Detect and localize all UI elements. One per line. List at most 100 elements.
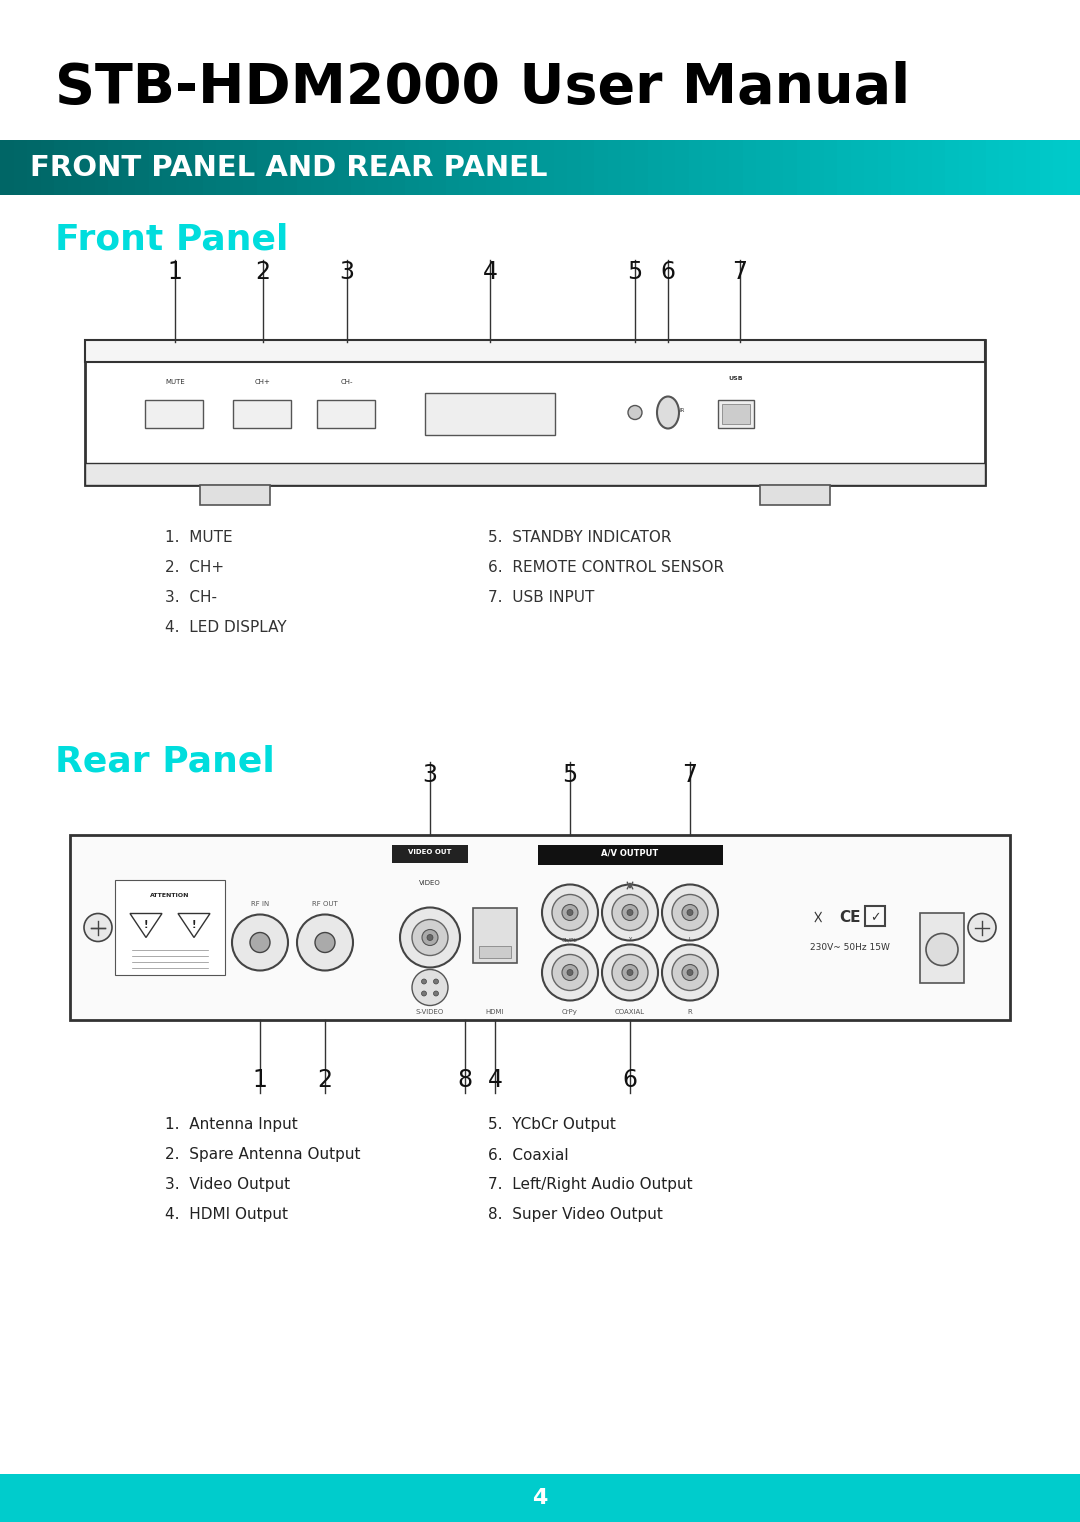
Text: 5: 5 <box>563 763 578 787</box>
Circle shape <box>297 915 353 971</box>
Bar <box>567 140 581 195</box>
Text: 7: 7 <box>683 763 698 787</box>
Bar <box>270 140 284 195</box>
Bar <box>67 140 82 195</box>
Circle shape <box>672 895 708 930</box>
Bar <box>114 880 225 976</box>
Bar <box>283 140 298 195</box>
Circle shape <box>433 991 438 995</box>
Bar <box>864 140 878 195</box>
Circle shape <box>612 895 648 930</box>
Text: 7.  USB INPUT: 7. USB INPUT <box>488 589 594 604</box>
Circle shape <box>612 954 648 991</box>
Bar <box>513 140 527 195</box>
Circle shape <box>84 913 112 942</box>
Bar <box>365 140 379 195</box>
Text: L: L <box>689 938 691 942</box>
Bar <box>661 140 676 195</box>
Text: 1: 1 <box>253 1068 268 1091</box>
Circle shape <box>542 884 598 941</box>
Bar <box>216 140 230 195</box>
Circle shape <box>567 970 573 976</box>
Bar <box>419 140 433 195</box>
Bar <box>392 845 468 863</box>
Text: VIDEO OUT: VIDEO OUT <box>408 849 451 855</box>
Text: 4: 4 <box>487 1068 502 1091</box>
Bar <box>769 140 784 195</box>
Bar <box>13 140 28 195</box>
Circle shape <box>552 895 588 930</box>
Circle shape <box>249 933 270 953</box>
Text: 3: 3 <box>422 763 437 787</box>
Circle shape <box>411 919 448 956</box>
Bar <box>337 140 352 195</box>
Bar <box>702 140 716 195</box>
Bar <box>0 1473 1080 1522</box>
Circle shape <box>662 945 718 1000</box>
Text: A/V OUTPUT: A/V OUTPUT <box>602 848 659 857</box>
Bar <box>729 140 743 195</box>
Bar <box>480 945 511 957</box>
Circle shape <box>552 954 588 991</box>
Text: Y: Y <box>629 938 632 942</box>
Bar <box>743 140 757 195</box>
Ellipse shape <box>657 397 679 429</box>
Polygon shape <box>178 913 210 938</box>
Text: 5: 5 <box>627 260 643 285</box>
Text: 6: 6 <box>661 260 675 285</box>
Text: 230V~ 50Hz 15W: 230V~ 50Hz 15W <box>810 944 890 951</box>
Bar <box>723 403 750 423</box>
Text: 2: 2 <box>318 1068 333 1091</box>
Text: 3.  CH-: 3. CH- <box>165 589 217 604</box>
Bar <box>621 140 635 195</box>
Text: 3.  Video Output: 3. Video Output <box>165 1178 291 1193</box>
Bar <box>689 140 703 195</box>
Bar <box>70 836 1010 1020</box>
Bar <box>149 140 163 195</box>
Bar <box>135 140 149 195</box>
Text: CH-: CH- <box>341 379 353 385</box>
Text: 8.  Super Video Output: 8. Super Video Output <box>488 1207 663 1222</box>
Bar <box>760 486 831 505</box>
Bar <box>499 140 514 195</box>
Bar <box>1013 140 1027 195</box>
Bar <box>175 140 190 195</box>
Text: 6.  Coaxial: 6. Coaxial <box>488 1148 569 1163</box>
Polygon shape <box>130 913 162 938</box>
Text: 1: 1 <box>167 260 183 285</box>
Bar <box>1053 140 1067 195</box>
Circle shape <box>681 904 698 921</box>
Bar <box>675 140 689 195</box>
Bar <box>877 140 892 195</box>
Bar <box>0 140 14 195</box>
Text: FRONT PANEL AND REAR PANEL: FRONT PANEL AND REAR PANEL <box>30 154 548 181</box>
Bar <box>554 140 568 195</box>
Bar <box>986 140 1000 195</box>
Bar <box>756 140 770 195</box>
Bar <box>594 140 608 195</box>
Circle shape <box>627 405 642 420</box>
Bar <box>486 140 500 195</box>
Circle shape <box>627 910 633 916</box>
Bar <box>257 140 271 195</box>
Text: 6.  REMOTE CONTROL SENSOR: 6. REMOTE CONTROL SENSOR <box>488 560 724 574</box>
Text: 2: 2 <box>256 260 270 285</box>
Circle shape <box>567 910 573 916</box>
Bar <box>54 140 68 195</box>
Text: 6: 6 <box>622 1068 637 1091</box>
Circle shape <box>400 907 460 968</box>
Text: 5.  YCbCr Output: 5. YCbCr Output <box>488 1117 616 1132</box>
Circle shape <box>687 910 693 916</box>
Text: USB: USB <box>729 376 743 380</box>
Circle shape <box>687 970 693 976</box>
Circle shape <box>542 945 598 1000</box>
Bar <box>718 399 754 428</box>
Bar <box>162 140 176 195</box>
Bar <box>203 140 217 195</box>
Bar <box>810 140 824 195</box>
Bar <box>311 140 325 195</box>
Text: RF IN: RF IN <box>251 901 269 907</box>
Circle shape <box>433 979 438 985</box>
Text: 1.  MUTE: 1. MUTE <box>165 530 232 545</box>
Text: CrPy: CrPy <box>562 1009 578 1015</box>
